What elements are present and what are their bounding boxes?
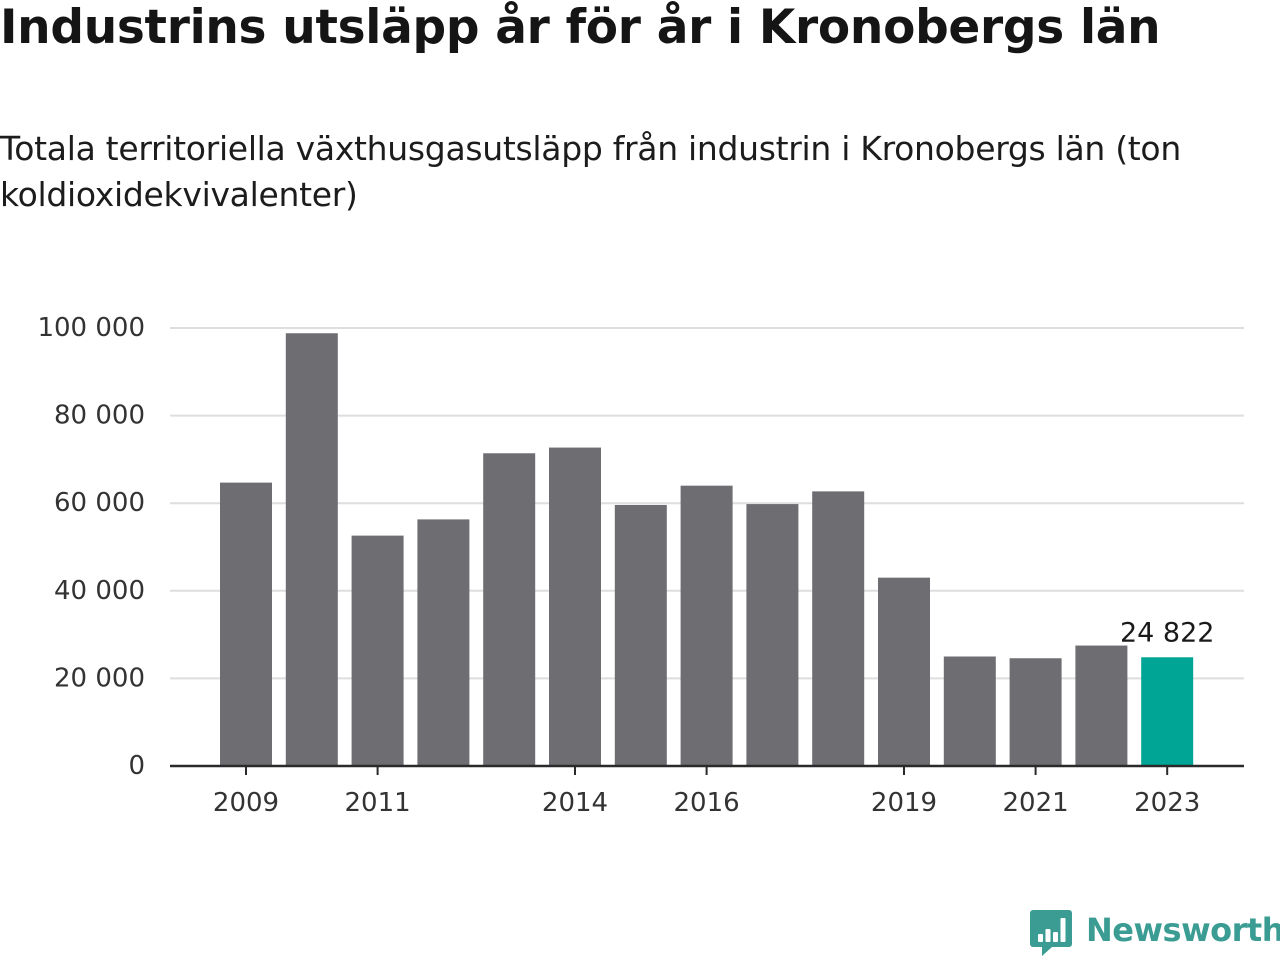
x-axis-tick-labels: 2009 2011 2014 2016 2019 2021 2023 — [213, 788, 1200, 818]
bar — [417, 519, 470, 766]
bar — [351, 535, 404, 766]
bar — [285, 333, 338, 766]
y-tick-label: 60 000 — [54, 488, 145, 518]
newsworthy-bar-chart-logo-icon — [1030, 910, 1072, 956]
bar — [812, 491, 865, 766]
bar-chart: 0 20 000 40 000 60 000 80 000 100 000 2009 201… — [37, 313, 1244, 818]
bar — [1009, 658, 1062, 766]
y-axis-tick-labels: 0 20 000 40 000 60 000 80 000 100 000 — [37, 313, 145, 781]
bar — [746, 504, 799, 766]
x-tick-label: 2023 — [1134, 788, 1200, 818]
highlight-value-label: 24 822 — [1120, 617, 1214, 648]
gridlines — [170, 327, 1244, 680]
x-tick-label: 2011 — [345, 788, 411, 818]
y-tick-label: 0 — [128, 751, 145, 781]
y-tick-label: 80 000 — [54, 401, 145, 431]
x-tick-label: 2009 — [213, 788, 279, 818]
bar — [943, 656, 996, 766]
x-axis-ticks — [245, 766, 1169, 775]
newsworthy-logo: Newsworthy — [1030, 908, 1280, 958]
bar — [680, 485, 733, 766]
bars — [220, 333, 1194, 766]
bar — [614, 504, 667, 766]
bar-highlight — [1141, 657, 1194, 766]
bar — [483, 453, 536, 766]
x-tick-label: 2014 — [542, 788, 608, 818]
bar — [549, 447, 601, 766]
bar — [878, 577, 930, 766]
x-tick-label: 2021 — [1003, 788, 1069, 818]
x-tick-label: 2019 — [871, 788, 937, 818]
chart-subtitle: Totala territoriella växthusgasutsläpp f… — [0, 129, 1181, 214]
y-tick-label: 100 000 — [37, 313, 145, 343]
bar — [220, 482, 272, 766]
y-tick-label: 40 000 — [54, 576, 145, 606]
brand-name: Newsworthy — [1086, 911, 1280, 949]
x-tick-label: 2016 — [674, 788, 740, 818]
y-tick-label: 20 000 — [54, 663, 145, 693]
chart-title: Industrins utsläpp år för år i Kronoberg… — [0, 0, 1161, 55]
bar — [1075, 645, 1128, 766]
